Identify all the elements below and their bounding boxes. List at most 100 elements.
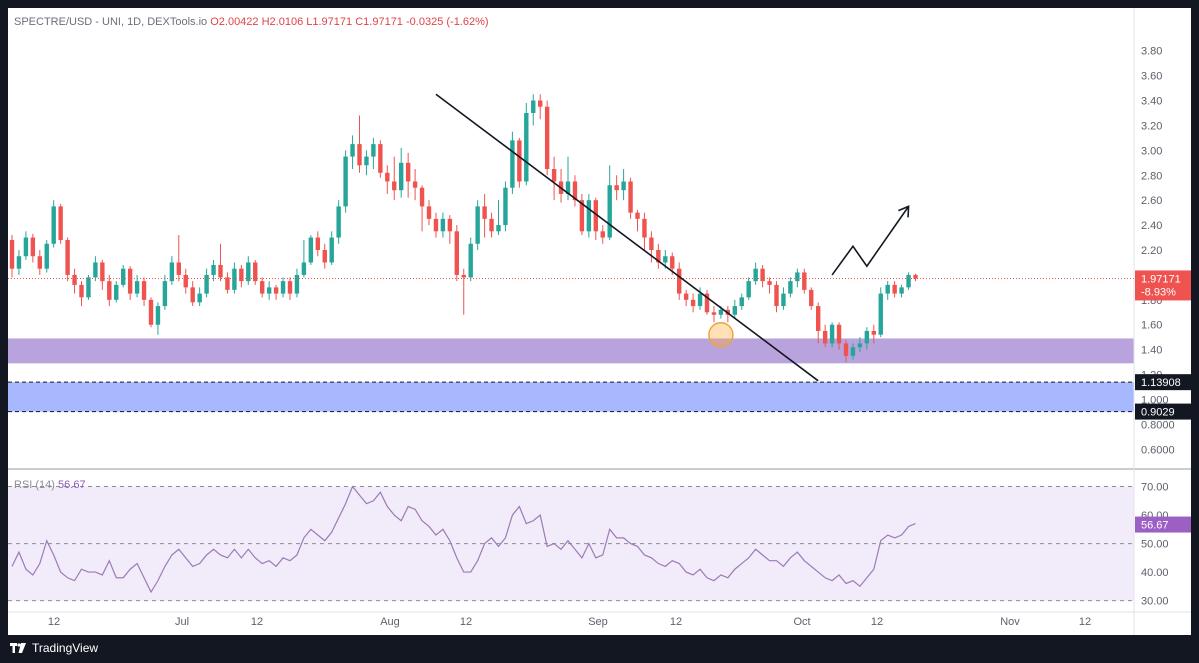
candle <box>155 306 161 325</box>
price-tick-label: 2.60 <box>1141 195 1162 207</box>
candle <box>114 284 119 300</box>
candle <box>86 277 91 298</box>
candle <box>107 281 112 300</box>
candle <box>774 284 779 307</box>
tradingview-logo-icon <box>10 643 26 653</box>
rsi-legend: RSI (14) 56.67 <box>14 479 86 491</box>
candle <box>343 156 348 207</box>
candle <box>350 144 355 157</box>
candle <box>781 293 786 307</box>
candle <box>878 293 883 335</box>
candle <box>225 277 230 290</box>
candle <box>246 262 251 282</box>
rsi-tick-label: 40.00 <box>1141 567 1169 579</box>
candle <box>760 268 765 282</box>
candle <box>697 293 703 307</box>
rsi-line <box>11 485 916 594</box>
candle <box>315 237 320 250</box>
candle <box>753 268 758 282</box>
breakout-highlight <box>708 321 734 348</box>
time-tick-label: Jul <box>175 616 189 628</box>
level-label: 0.9029 <box>1141 407 1175 419</box>
candle <box>586 200 592 232</box>
candle <box>892 284 897 294</box>
candle <box>9 240 15 269</box>
candle <box>44 243 49 269</box>
rsi-value: 56.67 <box>58 479 86 491</box>
candle <box>232 268 237 290</box>
candle <box>218 264 223 278</box>
candle <box>635 212 640 219</box>
projection-path <box>831 205 910 276</box>
rsi-value-badge <box>1135 516 1191 533</box>
symbol-label: SPECTRE/USD - UNI, 1D, DEXTools.io <box>14 16 208 28</box>
candle <box>600 231 605 238</box>
ohlc-legend: SPECTRE/USD - UNI, 1D, DEXTools.io O2.00… <box>14 16 489 28</box>
low-value: L1.97171 <box>306 16 353 28</box>
price-tick-label: 0.8000 <box>1141 419 1175 431</box>
candle <box>475 206 480 244</box>
candle <box>426 206 432 219</box>
candle <box>565 181 571 194</box>
level-badge <box>1135 374 1191 391</box>
time-tick-label: Oct <box>793 616 810 628</box>
price-tick-label: 1.60 <box>1141 320 1162 332</box>
candle <box>496 225 501 232</box>
candle <box>211 264 216 275</box>
time-tick-label: Nov <box>1000 616 1020 628</box>
time-tick-label: 12 <box>460 616 472 628</box>
candle <box>93 262 98 278</box>
candle <box>468 243 473 278</box>
candle <box>663 256 668 263</box>
candle <box>23 237 29 257</box>
price-tick-label: 3.80 <box>1141 46 1162 58</box>
price-tick-label: 2.20 <box>1141 245 1162 257</box>
candle <box>746 281 751 298</box>
candle <box>510 140 515 188</box>
candle <box>58 206 63 241</box>
candle <box>767 281 772 285</box>
price-tick-label: 1.40 <box>1141 345 1162 357</box>
candle <box>551 169 557 182</box>
candle <box>79 284 84 298</box>
candle <box>294 274 300 294</box>
time-tick-label: Aug <box>380 616 400 628</box>
last-price-label: 1.97171 <box>1141 273 1181 285</box>
candle <box>134 281 140 294</box>
price-tick-label: 3.00 <box>1141 145 1162 157</box>
candle <box>266 287 272 294</box>
candle <box>440 218 446 232</box>
candle <box>162 281 168 307</box>
candle <box>531 100 536 113</box>
rsi-tick-label: 70.00 <box>1141 482 1169 494</box>
candle <box>871 330 876 335</box>
close-value: C1.97171 <box>355 16 403 28</box>
candle <box>127 268 133 294</box>
brand-label[interactable]: TradingView <box>32 641 99 655</box>
candle <box>336 206 341 238</box>
candle <box>593 200 598 232</box>
candle <box>711 312 717 315</box>
candle <box>121 268 126 285</box>
candle <box>183 274 188 288</box>
candle <box>392 181 397 191</box>
candle <box>690 299 696 307</box>
price-chart[interactable]: 3.803.603.403.203.002.802.602.402.201.80… <box>8 8 1191 635</box>
candle <box>614 185 619 191</box>
candle <box>260 281 265 294</box>
resistance-zone <box>8 338 1134 364</box>
candle <box>169 262 175 282</box>
candle <box>447 218 453 232</box>
price-tick-label: 2.40 <box>1141 220 1162 232</box>
candle <box>385 172 390 182</box>
candle <box>809 289 814 307</box>
candle <box>544 106 550 170</box>
candle <box>357 144 362 166</box>
last-price-badge <box>1135 270 1191 301</box>
candle <box>906 274 911 288</box>
candle <box>482 206 487 219</box>
candle <box>454 231 459 275</box>
candle <box>51 206 56 244</box>
level-label: 1.13908 <box>1141 377 1181 389</box>
time-tick-label: 12 <box>48 616 60 628</box>
